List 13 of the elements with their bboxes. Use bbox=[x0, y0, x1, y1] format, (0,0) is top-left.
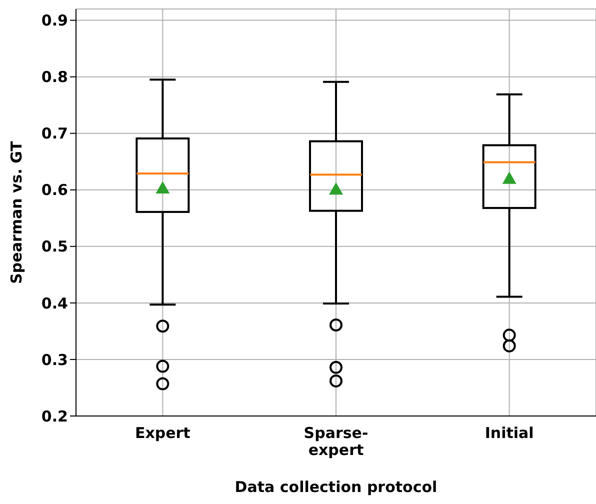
y-axis-title: Spearman vs. GT bbox=[7, 140, 26, 284]
y-tick-label: 0.9 bbox=[41, 12, 68, 30]
x-tick-label: Initial bbox=[484, 424, 534, 442]
y-tick-label: 0.2 bbox=[41, 407, 68, 426]
y-tick-label: 0.4 bbox=[41, 294, 68, 312]
y-tick-label: 0.7 bbox=[41, 124, 68, 143]
x-axis-title: Data collection protocol bbox=[234, 478, 438, 496]
y-tick-label: 0.5 bbox=[41, 238, 68, 256]
x-tick-label: Expert bbox=[134, 424, 190, 442]
y-tick-label: 0.3 bbox=[41, 350, 68, 369]
y-tick-label: 0.8 bbox=[41, 68, 68, 86]
y-tick-label: 0.6 bbox=[41, 181, 68, 200]
x-tick-label: Sparse-expert bbox=[304, 424, 368, 459]
